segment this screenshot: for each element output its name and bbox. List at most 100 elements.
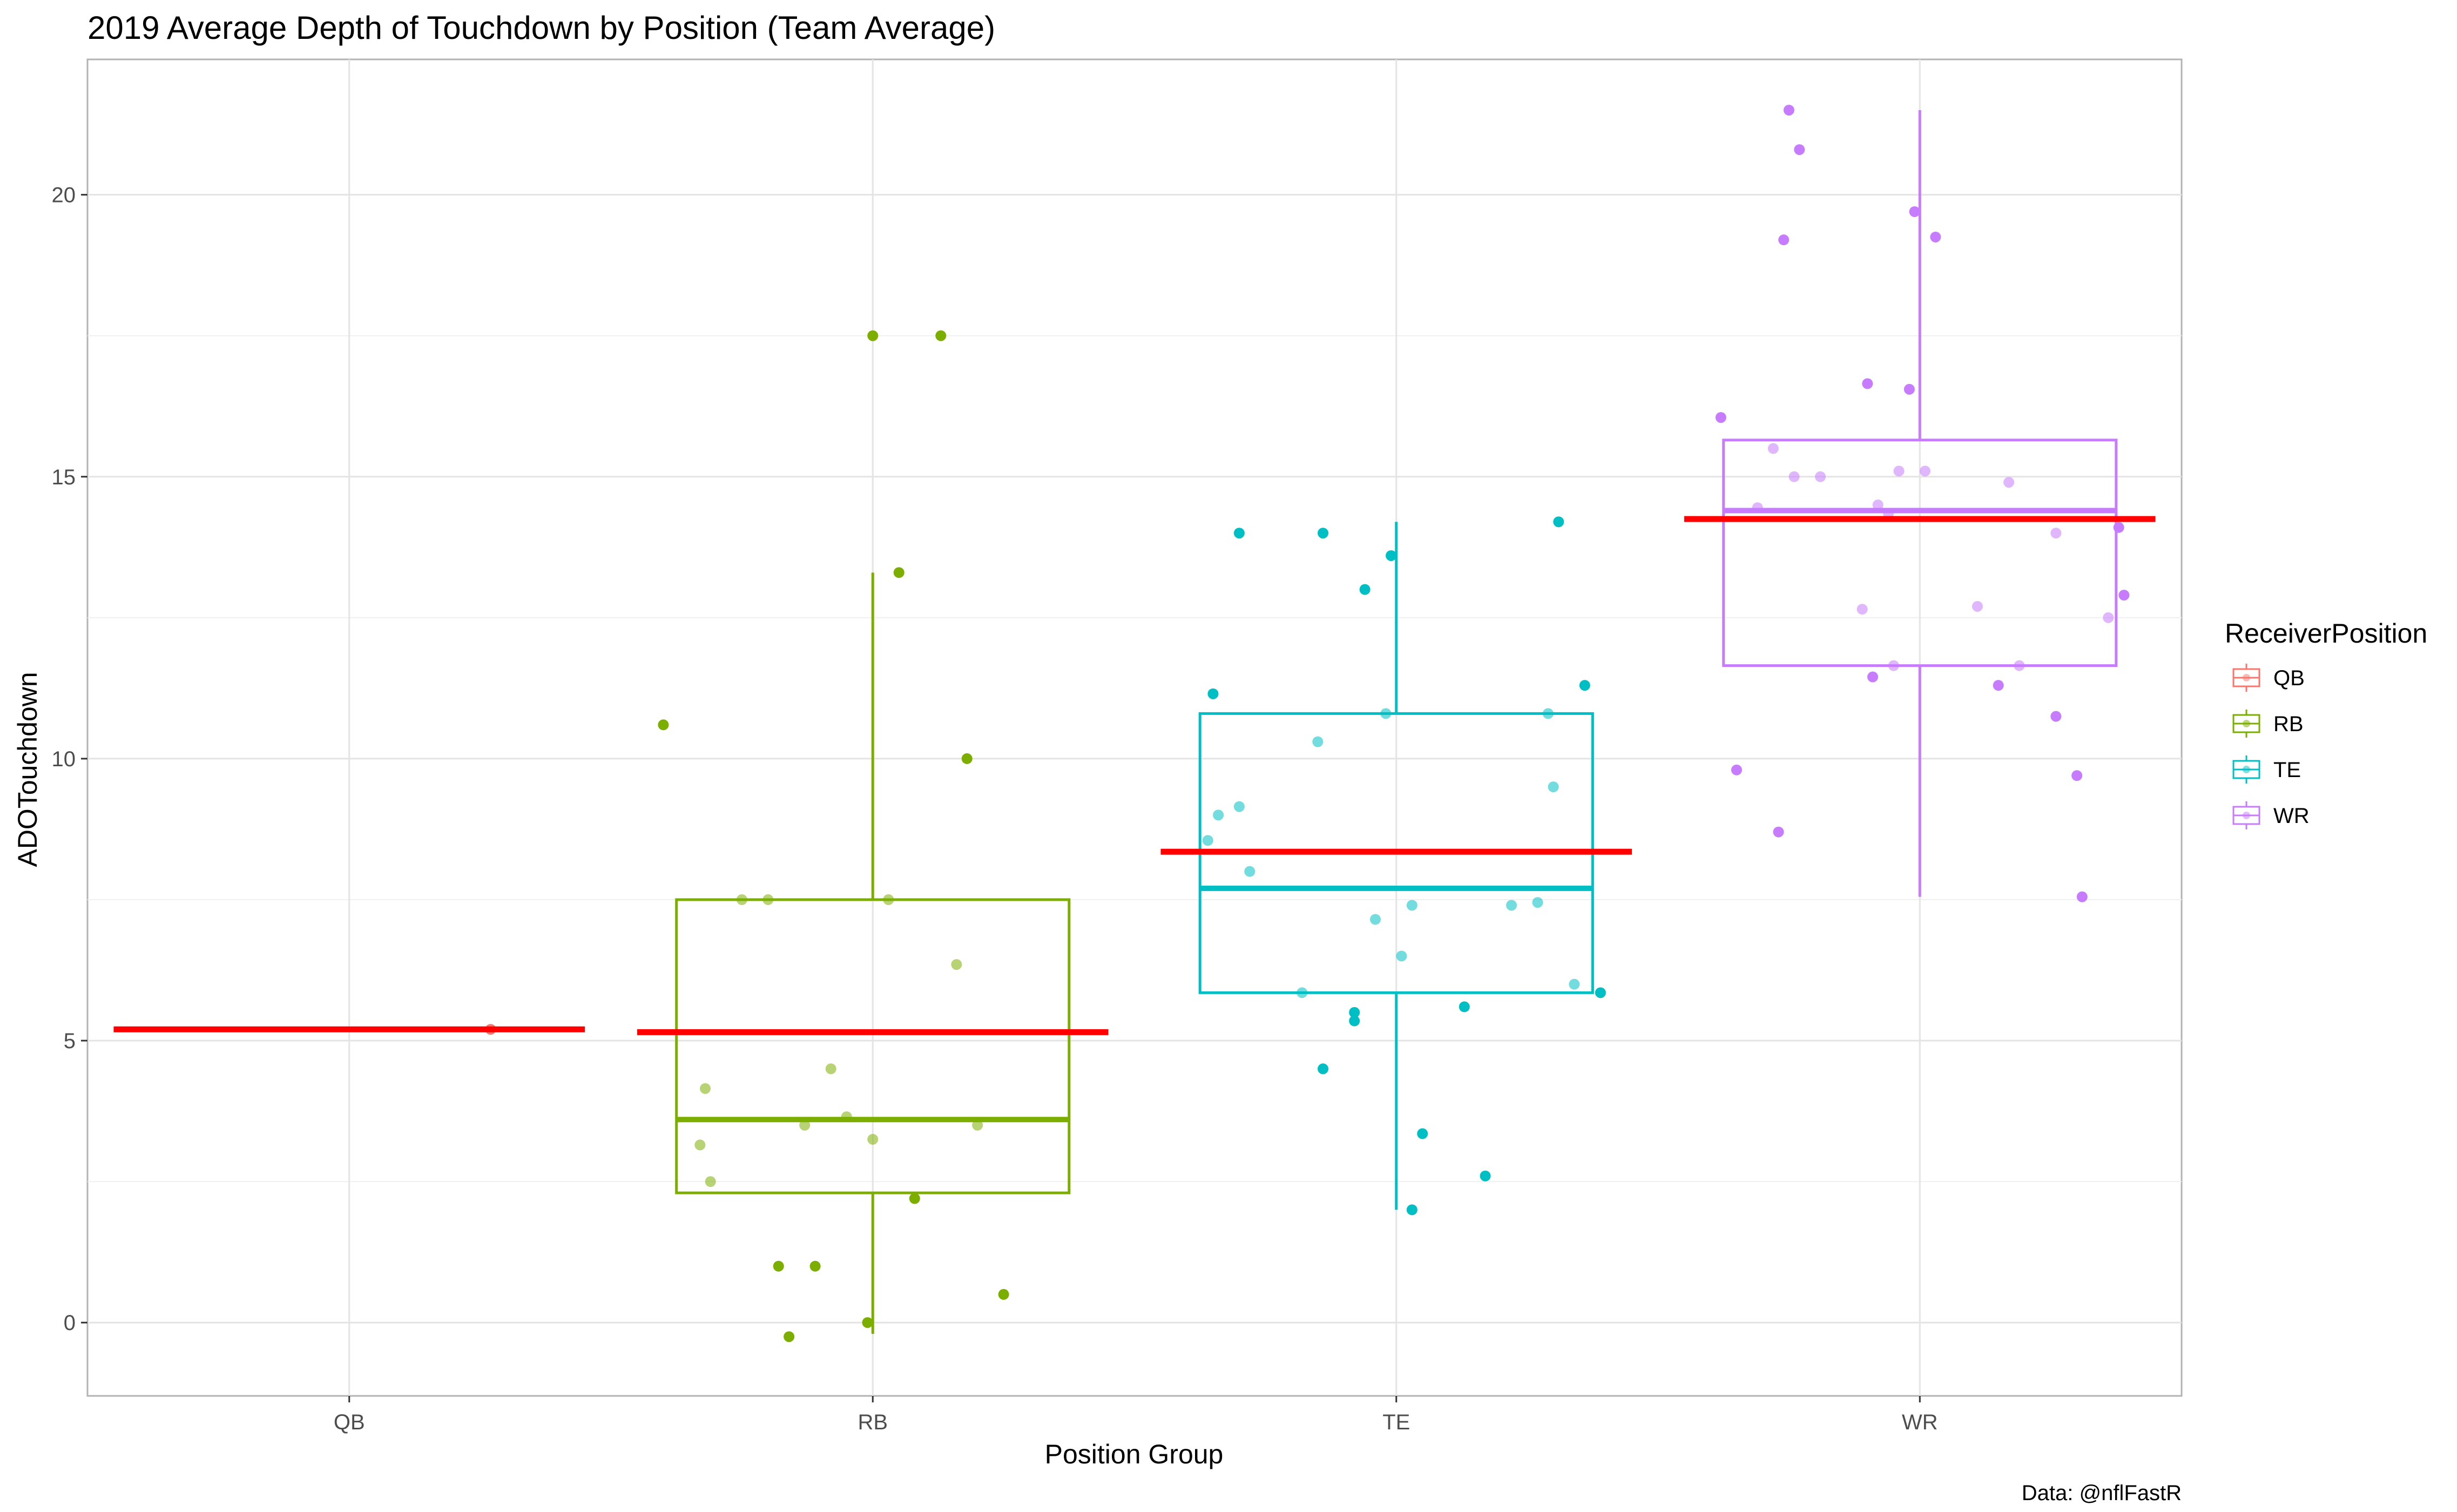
- wr-point: [1783, 104, 1794, 116]
- legend-label-te: TE: [2273, 758, 2301, 782]
- wr-point: [2113, 522, 2124, 533]
- te-point: [1380, 708, 1392, 719]
- wr-point: [2050, 711, 2062, 722]
- rb-point: [972, 1119, 983, 1131]
- rb-point: [961, 753, 973, 764]
- wr-point: [2003, 477, 2015, 488]
- te-point: [1480, 1170, 1491, 1182]
- wr-point: [1919, 465, 1931, 477]
- wr-point: [2103, 612, 2114, 623]
- legend: QB RB TE WR: [2230, 662, 2310, 832]
- wr-point: [1904, 383, 1915, 395]
- wr-point: [1867, 671, 1878, 683]
- x-tick-label-rb: RB: [858, 1410, 888, 1434]
- wr-point: [1872, 500, 1884, 510]
- rb-point: [700, 1083, 711, 1094]
- x-axis-title: Position Group: [1045, 1439, 1224, 1469]
- legend-key-point-rb: [2243, 720, 2250, 727]
- rb-point: [998, 1289, 1009, 1300]
- te-point: [1369, 914, 1381, 925]
- wr-point: [1715, 412, 1726, 423]
- te-point: [1359, 584, 1371, 595]
- wr-point: [1993, 680, 2004, 691]
- rb-point: [893, 567, 905, 578]
- te-point: [1349, 1007, 1360, 1018]
- te-point: [1548, 781, 1559, 793]
- legend-key-point-qb: [2243, 674, 2250, 681]
- te-point: [1244, 866, 1256, 877]
- te-point: [1595, 987, 1606, 998]
- wr-point: [1972, 600, 1983, 612]
- wr-point: [2118, 590, 2130, 601]
- wr-point: [1815, 471, 1826, 482]
- wr-point: [1862, 378, 1873, 389]
- y-tick-label: 0: [64, 1311, 76, 1335]
- te-point: [1233, 801, 1245, 812]
- rb-box: [675, 898, 1071, 1194]
- te-point: [1542, 708, 1554, 719]
- wr-point: [1888, 660, 1899, 671]
- wr-point: [1857, 604, 1868, 615]
- wr-point: [1909, 206, 1920, 217]
- te-point: [1297, 987, 1308, 998]
- rb-point: [809, 1260, 821, 1272]
- y-axis-title: ADOTouchdown: [12, 672, 43, 867]
- te-point: [1318, 528, 1329, 539]
- legend-key-point-wr: [2243, 812, 2250, 819]
- wr-point: [1773, 826, 1784, 838]
- te-point: [1532, 897, 1543, 908]
- wr-point: [2014, 660, 2025, 671]
- rb-point: [909, 1193, 920, 1204]
- y-tick-label: 20: [52, 184, 76, 207]
- te-point: [1233, 528, 1245, 539]
- rb-point: [825, 1063, 836, 1075]
- wr-point: [2071, 770, 2083, 781]
- te-point: [1207, 688, 1219, 699]
- rb-point: [762, 894, 774, 906]
- te-point: [1349, 1015, 1360, 1027]
- wr-point: [1731, 764, 1742, 775]
- rb-point: [705, 1176, 716, 1187]
- rb-point: [867, 330, 879, 341]
- wr-box: [1722, 438, 2118, 667]
- wr-point: [1930, 231, 1941, 242]
- x-tick-label-te: TE: [1382, 1410, 1410, 1434]
- te-point: [1459, 1001, 1470, 1013]
- rb-point: [841, 1111, 852, 1123]
- wr-point: [1788, 471, 1800, 482]
- y-tick-label: 10: [52, 747, 76, 771]
- rb-point: [862, 1317, 873, 1328]
- caption: Data: @nflFastR: [2022, 1481, 2182, 1505]
- y-tick-label: 5: [64, 1029, 76, 1053]
- chart-title: 2019 Average Depth of Touchdown by Posit…: [87, 10, 995, 46]
- wr-point: [1794, 144, 1805, 156]
- rb-point: [773, 1260, 784, 1272]
- te-point: [1553, 516, 1564, 528]
- x-tick-label-wr: WR: [1902, 1410, 1938, 1434]
- te-point: [1213, 809, 1224, 821]
- rb-point: [736, 894, 747, 906]
- legend-label-qb: QB: [2273, 666, 2305, 690]
- rb-point: [658, 719, 669, 731]
- te-point: [1569, 978, 1580, 990]
- rb-point: [951, 959, 962, 970]
- te-point: [1202, 835, 1213, 846]
- te-point: [1396, 950, 1407, 962]
- legend-label-rb: RB: [2273, 712, 2304, 736]
- te-point: [1406, 900, 1418, 911]
- te-point: [1406, 1204, 1418, 1216]
- wr-point: [1752, 502, 1763, 514]
- te-point: [1312, 736, 1324, 747]
- rb-point: [867, 1133, 879, 1145]
- te-point: [1579, 680, 1590, 691]
- wr-point: [1767, 443, 1779, 454]
- wr-point: [2076, 891, 2088, 902]
- wr-point: [2050, 528, 2062, 539]
- rb-point: [784, 1331, 795, 1342]
- rb-point: [799, 1119, 811, 1131]
- te-point: [1386, 550, 1397, 561]
- te-point: [1506, 900, 1517, 911]
- rb-point: [935, 330, 947, 341]
